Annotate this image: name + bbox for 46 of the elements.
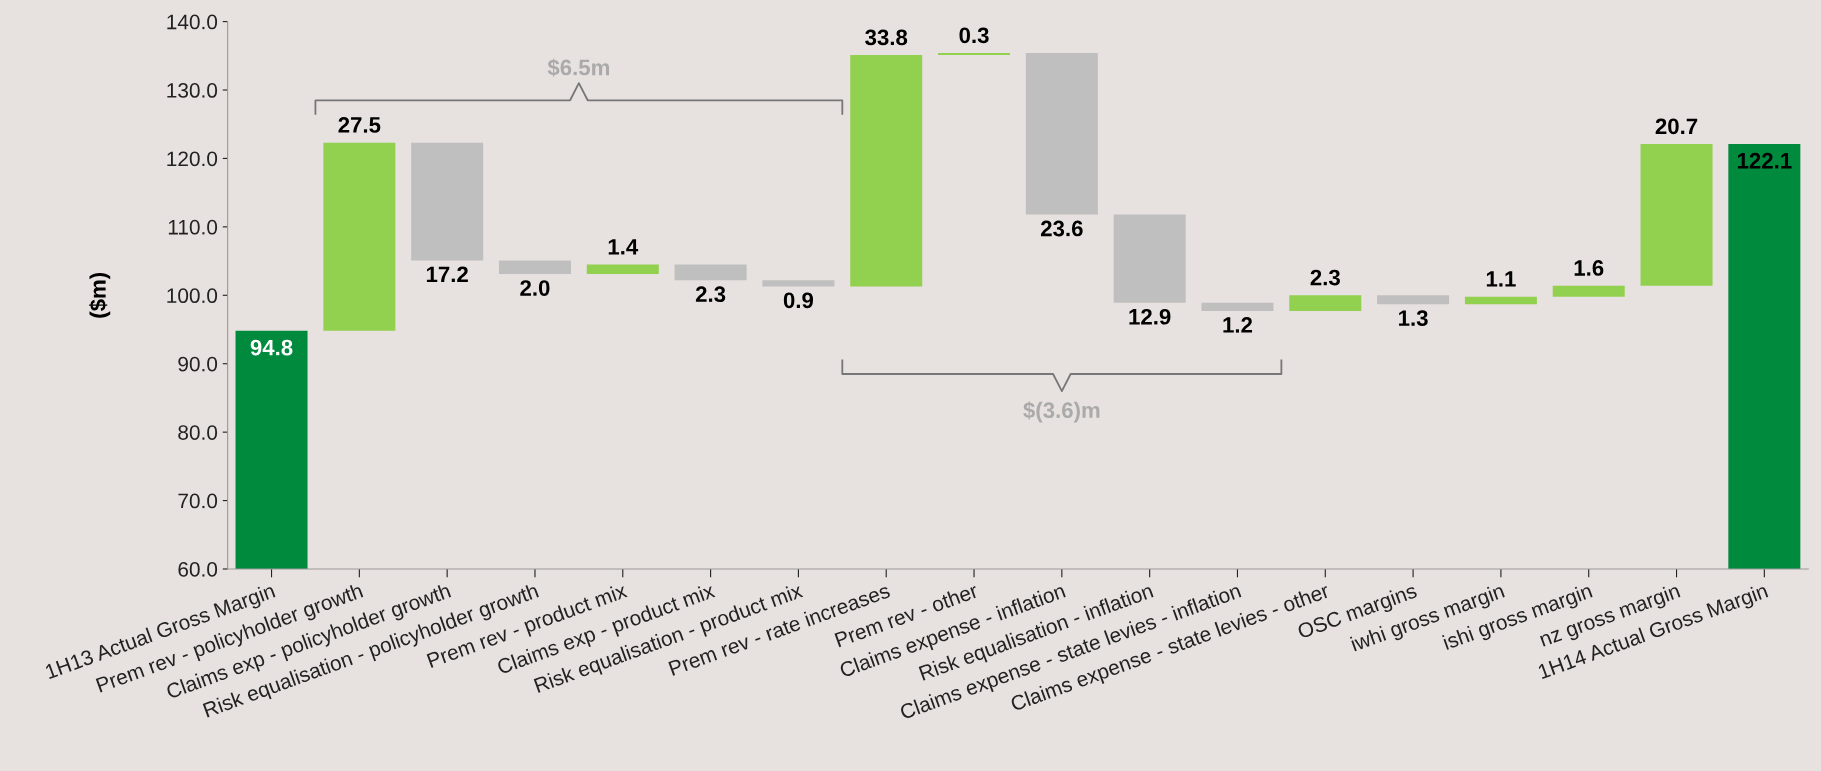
y-tick-label: 60.0	[178, 562, 218, 577]
y-tick-label: 90.0	[178, 356, 218, 372]
bar	[1377, 295, 1450, 305]
data-label: 0.9	[783, 292, 814, 309]
data-label: 1.2	[1223, 317, 1253, 333]
data-label: 1.1	[1486, 271, 1516, 287]
y-axis-title: ($m)	[89, 272, 111, 318]
data-label: 12.9	[1129, 308, 1171, 325]
data-label: 20.7	[1655, 118, 1698, 135]
bar	[1113, 214, 1186, 303]
data-label: 122.1	[1737, 152, 1792, 169]
annotation: $(3.6)m	[1023, 401, 1100, 423]
data-label: 17.2	[426, 266, 468, 282]
data-label: 1.3	[1399, 310, 1428, 327]
bar	[938, 53, 1011, 56]
bar	[1289, 295, 1362, 312]
data-label: 94.8	[250, 339, 293, 356]
annotation: $6.5m	[547, 58, 610, 77]
y-tick-label: 130.0	[167, 83, 218, 98]
bar	[1640, 144, 1713, 286]
bar	[674, 264, 747, 281]
y-tick-label: 110.0	[168, 219, 218, 235]
data-label: 23.6	[1040, 220, 1083, 237]
y-tick-label: 140.0	[167, 14, 218, 30]
bar	[498, 260, 571, 275]
bar	[323, 142, 396, 331]
bar	[762, 280, 835, 287]
bar	[1552, 285, 1625, 297]
y-tick-label: 70.0	[178, 493, 218, 509]
data-label: 33.8	[865, 29, 908, 46]
data-label: 27.5	[338, 117, 381, 133]
bar	[850, 55, 923, 287]
bar	[1201, 302, 1274, 312]
y-tick-label: 80.0	[178, 425, 218, 440]
y-tick-label: 120.0	[167, 151, 218, 167]
bar	[1025, 53, 1098, 215]
data-label: 1.6	[1574, 260, 1604, 276]
data-label: 2.0	[520, 280, 550, 296]
data-label: 2.3	[1310, 269, 1340, 286]
data-label: 1.4	[608, 239, 639, 255]
y-tick-label: 100.0	[167, 288, 218, 304]
data-label: 0.3	[959, 27, 989, 44]
data-label: 2.3	[695, 286, 726, 303]
bar	[586, 264, 659, 275]
bar	[1464, 296, 1537, 305]
bar	[411, 142, 484, 261]
